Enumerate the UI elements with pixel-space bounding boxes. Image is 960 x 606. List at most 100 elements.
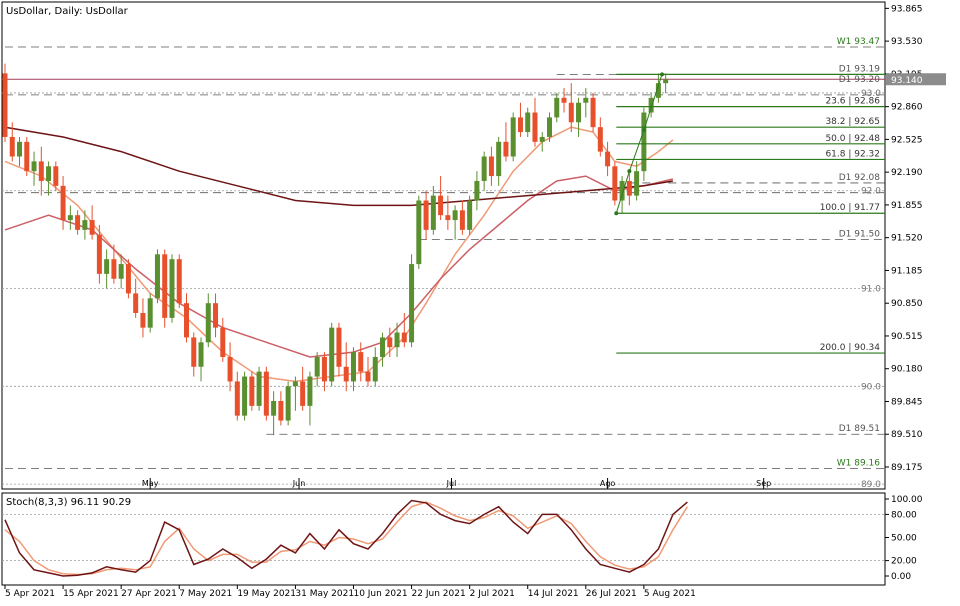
candle-body [365, 371, 371, 382]
x-date-label: 31 May 2021 [295, 589, 354, 599]
candle-body [568, 102, 574, 123]
candle-body [314, 356, 320, 377]
candle-body [452, 210, 458, 221]
candle-body [380, 337, 386, 357]
candle-body [271, 400, 277, 416]
candle-body [481, 156, 487, 181]
round-level-label: 91.0 [861, 285, 881, 295]
stochastic-oscillator: 100.00 80.00 50.00 20.00 0.00 [2, 495, 923, 582]
candle-body [416, 200, 422, 265]
candle-body [583, 97, 589, 103]
round-level-label: 89.0 [861, 480, 881, 490]
candle-body [554, 97, 560, 118]
candle-body [539, 136, 545, 142]
candle-body [38, 161, 44, 181]
candle-body [285, 386, 291, 421]
candle-body [162, 254, 168, 318]
candle-body [17, 141, 23, 157]
candle-body [234, 381, 240, 416]
fib-level-label: 100.0 | 91.77 [820, 203, 880, 213]
candle-body [292, 381, 298, 387]
candle-body [641, 112, 647, 172]
candle-body [336, 327, 342, 367]
candle-body [2, 73, 8, 137]
y-tick-label: 92.190 [891, 168, 923, 178]
candle-body [278, 400, 284, 421]
candle-body [249, 376, 255, 406]
candle-body [394, 332, 400, 348]
x-date-label: 22 Jun 2021 [412, 589, 466, 599]
candle-body [488, 156, 494, 177]
fib-trend-point [641, 128, 646, 133]
candle-body [350, 352, 356, 382]
candle-body [227, 356, 233, 382]
fib-trend-point [660, 72, 665, 77]
fib-level-label: 38.2 | 92.65 [825, 117, 880, 127]
stoch-tick-label: 80.00 [891, 510, 917, 520]
x-month-label: May [142, 479, 159, 488]
main-chart-frame [1, 1, 886, 490]
y-tick-label: 91.185 [891, 266, 923, 276]
y-tick-label: 89.175 [891, 463, 923, 473]
candle-body [547, 117, 552, 137]
x-date-label: 5 Aug 2021 [644, 589, 696, 599]
candle-body [619, 180, 625, 201]
candle-body [343, 366, 349, 382]
x-month-label: Sep [756, 479, 771, 488]
x-month-label: Jun [292, 479, 306, 488]
candle-body [242, 376, 248, 416]
candle-body [525, 112, 531, 133]
fib-trend-point [627, 169, 632, 174]
candle-body [561, 97, 567, 103]
candle-body [184, 303, 189, 338]
y-tick-label: 93.530 [891, 37, 923, 47]
dashed-level-label: D1 89.51 [839, 424, 880, 434]
candle-body [31, 161, 37, 172]
candle-body [409, 264, 415, 343]
candle-body [256, 371, 262, 406]
candle-body [307, 376, 313, 406]
candle-body [96, 234, 102, 274]
candle-body [220, 327, 226, 357]
candle-body [612, 166, 618, 201]
y-tick-label: 89.845 [891, 397, 923, 407]
stoch-main-line [4, 499, 688, 577]
dashed-level-label: D1 92.08 [839, 173, 881, 183]
x-date-label: 10 Jun 2021 [353, 589, 407, 599]
candle-body [358, 352, 364, 372]
x-date-label: 15 Apr 2021 [63, 589, 119, 599]
dashed-level-label: D1 93.19 [839, 64, 881, 74]
fib-level-label: 50.0 | 92.48 [825, 134, 880, 144]
y-tick-label: 90.180 [891, 365, 923, 375]
stoch-tick-label: 100.00 [891, 495, 923, 505]
candle-body [176, 259, 182, 304]
candle-body [104, 259, 110, 274]
candle-body [154, 254, 160, 299]
y-tick-label: 92.860 [891, 103, 923, 113]
candle-body [655, 83, 661, 98]
candle-body [576, 102, 582, 123]
current-price-box [886, 73, 946, 86]
candle-body [597, 127, 603, 152]
x-date-label: 26 Jul 2021 [586, 589, 637, 599]
candle-body [372, 356, 378, 382]
candle-body [133, 293, 139, 313]
candle-body [430, 195, 436, 230]
candle-body [111, 259, 117, 279]
stoch-tick-label: 0.00 [891, 572, 911, 582]
x-date-label: 5 Apr 2021 [5, 589, 55, 599]
fib-level-label: 23.6 | 92.86 [825, 97, 880, 107]
chart-title: UsDollar, Daily: UsDollar [6, 6, 129, 17]
dashed-level-label: W1 93.47 [837, 37, 880, 47]
candle-body [125, 264, 131, 294]
candle-body [118, 264, 124, 279]
candle-body [147, 298, 153, 328]
candle-body [634, 171, 640, 196]
x-date-label: 7 May 2021 [179, 589, 232, 599]
time-axis: 5 Apr 2021 15 Apr 2021 27 Apr 2021 7 May 20… [4, 478, 771, 599]
fib-trend-point [614, 211, 619, 216]
candle-body [401, 332, 407, 343]
candle-body [89, 220, 95, 235]
candle-body [423, 200, 429, 230]
